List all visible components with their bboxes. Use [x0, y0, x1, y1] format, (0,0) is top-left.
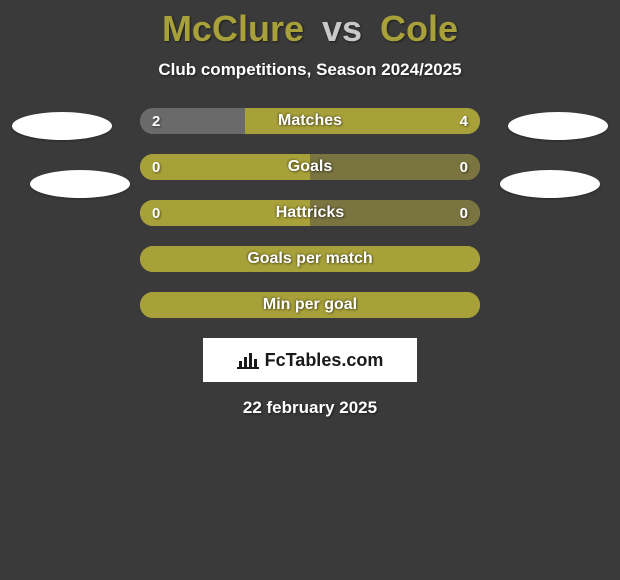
stat-label: Goals per match — [247, 250, 372, 268]
player2-name: Cole — [380, 8, 458, 49]
date-line: 22 february 2025 — [243, 398, 377, 418]
bar-chart-icon — [237, 351, 259, 369]
stat-bar: Goals per match — [140, 246, 480, 272]
stat-bar: Min per goal — [140, 292, 480, 318]
player2-club-placeholder — [500, 170, 600, 198]
page-title: McClure vs Cole — [162, 8, 458, 50]
stat-label: Matches — [278, 112, 342, 130]
stat-bars: Matches 2 4 Goals 0 0 Hattricks 0 0 Goals per mat… — [140, 108, 480, 318]
comparison-widget: McClure vs Cole Club competitions, Seaso… — [0, 0, 620, 418]
stat-label: Goals — [288, 158, 332, 176]
stat-bar: Hattricks 0 0 — [140, 200, 480, 226]
player2-badge-placeholder — [508, 112, 608, 140]
stat-label: Hattricks — [276, 204, 344, 222]
player2-badge-col — [498, 108, 608, 198]
stat-bar: Goals 0 0 — [140, 154, 480, 180]
player1-badge-col — [12, 108, 122, 198]
vs-separator: vs — [322, 8, 362, 49]
player1-badge-placeholder — [12, 112, 112, 140]
stat-label: Min per goal — [263, 296, 357, 314]
player1-name: McClure — [162, 8, 304, 49]
stat-value-right: 4 — [460, 113, 468, 130]
brand-box[interactable]: FcTables.com — [203, 338, 417, 382]
stat-bar-fill-right — [310, 154, 480, 180]
stat-value-right: 0 — [460, 205, 468, 222]
brand-text: FcTables.com — [265, 350, 384, 371]
stat-bar: Matches 2 4 — [140, 108, 480, 134]
subtitle: Club competitions, Season 2024/2025 — [158, 60, 461, 80]
stats-area: Matches 2 4 Goals 0 0 Hattricks 0 0 Goals per mat… — [0, 108, 620, 318]
player1-club-placeholder — [30, 170, 130, 198]
stat-value-left: 2 — [152, 113, 160, 130]
stat-value-left: 0 — [152, 159, 160, 176]
stat-bar-fill-left — [140, 154, 310, 180]
stat-value-left: 0 — [152, 205, 160, 222]
stat-value-right: 0 — [460, 159, 468, 176]
